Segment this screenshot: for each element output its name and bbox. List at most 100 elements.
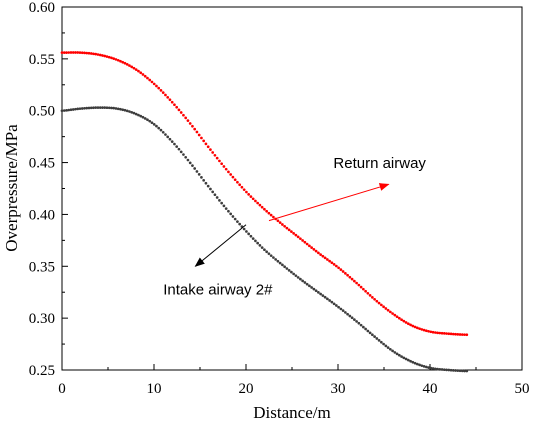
data-point — [397, 316, 401, 320]
data-point — [107, 55, 111, 59]
data-point — [440, 331, 444, 335]
data-point — [132, 111, 136, 115]
data-point — [105, 55, 109, 58]
data-point — [247, 232, 251, 236]
data-point — [386, 308, 390, 312]
data-point — [260, 246, 264, 249]
data-point — [71, 51, 75, 54]
data-point — [294, 274, 298, 278]
data-point — [89, 106, 93, 110]
data-point — [80, 107, 84, 110]
data-point — [83, 51, 86, 55]
data-point — [101, 54, 104, 57]
data-point — [438, 367, 442, 371]
data-point — [229, 212, 233, 216]
data-point — [463, 369, 466, 373]
data-point — [445, 332, 448, 335]
data-point — [132, 66, 136, 70]
data-point — [258, 244, 262, 247]
data-point — [456, 333, 460, 336]
data-point — [222, 204, 226, 208]
data-point — [330, 261, 334, 265]
data-point — [92, 106, 95, 110]
data-point — [424, 365, 428, 369]
data-point — [256, 241, 259, 245]
data-point — [388, 347, 392, 351]
data-point — [179, 150, 183, 154]
x-axis-title: Distance/m — [253, 403, 330, 422]
data-point — [422, 365, 426, 368]
data-point — [152, 82, 156, 86]
data-point — [195, 130, 199, 134]
data-point — [206, 184, 210, 188]
data-point — [406, 322, 410, 326]
data-point — [69, 108, 73, 112]
data-point — [251, 237, 255, 240]
data-point — [427, 329, 430, 333]
data-point — [204, 181, 208, 185]
data-point — [170, 140, 174, 143]
data-point — [418, 327, 421, 331]
data-point — [143, 74, 147, 78]
data-point — [281, 263, 284, 267]
data-point — [209, 187, 212, 191]
series-return-airway — [60, 51, 469, 337]
data-point — [186, 158, 190, 162]
data-point — [373, 335, 376, 338]
data-point — [339, 268, 343, 271]
intake-airway-arrow — [194, 224, 247, 267]
data-point — [362, 287, 365, 291]
data-point — [317, 251, 320, 255]
data-point — [402, 319, 406, 323]
data-point — [242, 188, 246, 192]
data-point — [368, 294, 372, 297]
data-point — [218, 198, 221, 202]
data-point — [65, 108, 68, 112]
data-point — [287, 228, 291, 232]
data-point — [326, 258, 329, 261]
data-point — [348, 275, 352, 279]
data-point — [400, 355, 403, 358]
x-tick-label: 20 — [239, 381, 254, 397]
data-point — [339, 307, 343, 311]
data-point — [78, 107, 82, 111]
data-point — [103, 54, 107, 58]
data-point — [148, 78, 152, 82]
data-point — [184, 155, 188, 159]
data-point — [278, 261, 282, 265]
data-point — [211, 190, 215, 194]
y-axis-title: Overpressure/MPa — [2, 124, 21, 252]
data-point — [460, 333, 464, 336]
data-point — [114, 107, 118, 110]
data-point — [384, 344, 388, 348]
y-tick-label: 0.55 — [29, 52, 55, 68]
data-point — [173, 142, 176, 146]
data-point — [177, 147, 181, 151]
data-point — [379, 340, 383, 344]
data-point — [146, 118, 149, 122]
data-point — [231, 215, 235, 218]
data-point — [137, 69, 140, 73]
data-point — [337, 305, 340, 309]
data-point — [272, 215, 275, 219]
data-point — [449, 332, 453, 336]
data-point — [359, 285, 363, 289]
data-point — [114, 58, 118, 61]
data-point — [263, 248, 266, 252]
data-point — [139, 114, 143, 118]
data-point — [188, 122, 192, 125]
data-point — [409, 359, 412, 363]
data-point — [319, 253, 322, 256]
data-point — [377, 339, 381, 342]
data-point — [254, 239, 257, 243]
data-point — [350, 277, 354, 281]
data-point — [233, 217, 237, 221]
data-point — [184, 116, 188, 120]
data-point — [436, 367, 439, 371]
data-point — [155, 124, 158, 128]
data-point — [384, 307, 388, 310]
data-point — [283, 224, 286, 228]
data-point — [112, 106, 116, 110]
data-point — [344, 272, 347, 275]
data-point — [240, 185, 244, 189]
